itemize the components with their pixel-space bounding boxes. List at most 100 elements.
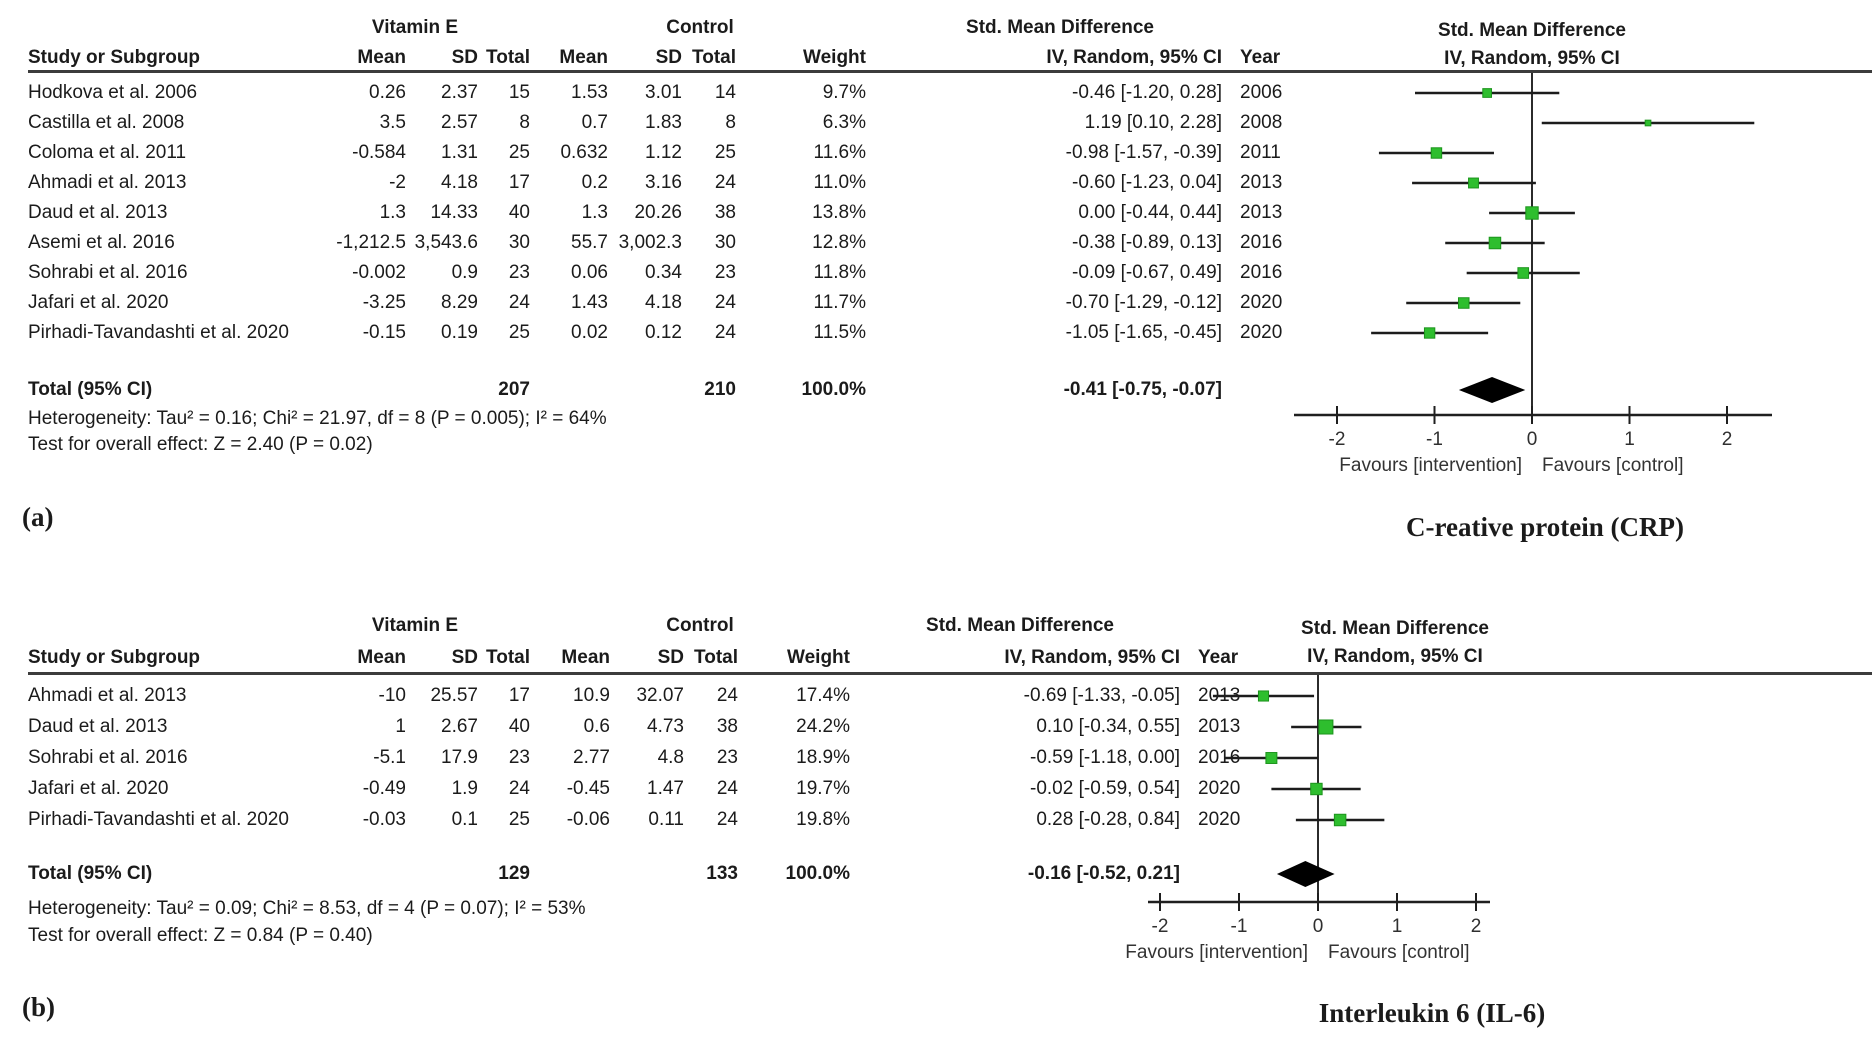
- cell-study: Sohrabi et al. 2016: [28, 262, 188, 283]
- total-label: Total (95% CI): [28, 379, 153, 400]
- cell-ci_text: -0.46 [-1.20, 0.28]: [1072, 82, 1222, 103]
- cell-study: Hodkova et al. 2006: [28, 82, 198, 103]
- cell-mean1: -2: [389, 172, 406, 193]
- cell-mean2: 55.7: [571, 232, 608, 253]
- column-header: Mean: [561, 647, 610, 668]
- cell-sd1: 14.33: [430, 202, 478, 223]
- tick-label: 0: [1527, 429, 1538, 450]
- effect-marker: [1257, 690, 1270, 702]
- study-row: Coloma et al. 2011 -0.584 1.31 25 0.632 1.12 2…: [28, 140, 1298, 166]
- total-spacer: [328, 377, 406, 403]
- cell-n2: 24: [716, 778, 738, 799]
- heterogeneity-text: Heterogeneity: Tau² = 0.16; Chi² = 21.97…: [28, 408, 607, 429]
- cell-mean1: 3.5: [379, 112, 406, 133]
- cell-weight: 17.4%: [796, 685, 850, 706]
- cell-study: Ahmadi et al. 2013: [28, 685, 187, 706]
- column-header: Year: [1198, 647, 1239, 668]
- cell-sd1: 0.19: [441, 322, 478, 343]
- cell-mean1: 1.3: [379, 202, 406, 223]
- cell-mean2: -0.45: [566, 778, 610, 799]
- effect-marker: [1310, 782, 1323, 796]
- cell-mean2: 0.06: [571, 262, 608, 283]
- cell-weight: 11.7%: [813, 292, 866, 313]
- cell-n1: 25: [508, 809, 530, 830]
- plot-header: Std. Mean Difference IV, Random, 95% CI: [1322, 17, 1742, 73]
- column-header: Total: [694, 647, 738, 668]
- cell-sd1: 8.29: [441, 292, 478, 313]
- cell-year: 2016: [1198, 747, 1241, 768]
- cell-study: Pirhadi-Tavandashti et al. 2020: [28, 809, 289, 830]
- cell-sd1: 25.57: [430, 685, 478, 706]
- cell-year: 2013: [1198, 716, 1241, 737]
- tick-label: -1: [1231, 916, 1248, 937]
- effect-marker: [1488, 236, 1502, 250]
- cell-sd1: 0.9: [451, 262, 478, 283]
- cell-n2: 23: [716, 747, 738, 768]
- cell-mean2: 10.9: [573, 685, 610, 706]
- cell-ci_text: 0.28 [-0.28, 0.84]: [1036, 809, 1180, 830]
- total-ci_text: -0.16 [-0.52, 0.21]: [1027, 863, 1180, 884]
- cell-n2: 38: [716, 716, 738, 737]
- cell-weight: 13.8%: [812, 202, 866, 223]
- panel-label: (b): [22, 992, 55, 1022]
- cell-study: Asemi et al. 2016: [28, 232, 175, 253]
- cell-weight: 24.2%: [796, 716, 850, 737]
- cell-year: 2011: [1240, 142, 1281, 163]
- effect-marker: [1333, 813, 1347, 827]
- cell-n1: 24: [508, 778, 530, 799]
- study-row: Jafari et al. 2020 -3.25 8.29 24 1.43 4.18 24 1…: [28, 290, 1298, 316]
- cell-n1: 30: [508, 232, 530, 253]
- total-ci_text: -0.41 [-0.75, -0.07]: [1063, 379, 1222, 400]
- cell-mean1: -0.584: [352, 142, 406, 163]
- effect-column-header: Std. Mean Difference: [926, 615, 1114, 636]
- cell-n2: 23: [714, 262, 736, 283]
- study-row: Jafari et al. 2020 -0.49 1.9 24 -0.45 1.47 24 1…: [28, 776, 1298, 802]
- header-divider: [28, 70, 1872, 73]
- cell-mean2: 1.3: [581, 202, 608, 223]
- tick-label: 1: [1392, 916, 1403, 937]
- total-spacer: [406, 861, 478, 887]
- cell-sd1: 2.67: [441, 716, 478, 737]
- cell-ci_text: -0.98 [-1.57, -0.39]: [1065, 142, 1222, 163]
- cell-sd2: 4.8: [657, 747, 684, 768]
- cell-year: 2020: [1240, 322, 1283, 343]
- favours-right-label: Favours [control]: [1542, 455, 1684, 476]
- cell-sd2: 20.26: [634, 202, 682, 223]
- total-n1: 129: [498, 863, 530, 884]
- column-header: Total: [486, 647, 530, 668]
- cell-n1: 8: [519, 112, 530, 133]
- pooled-diamond: [1276, 861, 1335, 887]
- cell-sd1: 1.31: [441, 142, 478, 163]
- cell-ci_text: -0.02 [-0.59, 0.54]: [1030, 778, 1180, 799]
- total-spacer: [406, 377, 478, 403]
- total-spacer: [530, 861, 610, 887]
- panel-title: C-reative protein (CRP): [1406, 512, 1684, 542]
- favours-right-label: Favours [control]: [1328, 942, 1470, 963]
- total-spacer: [530, 377, 608, 403]
- cell-mean1: -0.15: [362, 322, 406, 343]
- column-header: Weight: [787, 647, 850, 668]
- header-divider: [28, 672, 1872, 675]
- cell-sd1: 3,543.6: [414, 232, 478, 253]
- cell-ci_text: -0.59 [-1.18, 0.00]: [1030, 747, 1180, 768]
- forest-graph: -2 -1 0 1 2 Favours [intervention] Favours [co…: [1294, 73, 1772, 476]
- cell-sd2: 3,002.3: [618, 232, 682, 253]
- cell-year: 2006: [1240, 82, 1283, 103]
- tick-label: 2: [1471, 916, 1482, 937]
- study-row: Asemi et al. 2016 -1,212.5 3,543.6 30 55.7 3,…: [28, 230, 1298, 256]
- cell-mean1: 1: [395, 716, 406, 737]
- cell-sd2: 3.16: [645, 172, 682, 193]
- overall-effect-text: Test for overall effect: Z = 2.40 (P = 0…: [28, 434, 373, 455]
- cell-year: 2016: [1240, 262, 1283, 283]
- study-row: Ahmadi et al. 2013 -2 4.18 17 0.2 3.16 24 11.0%…: [28, 170, 1298, 196]
- group2-header: Control: [666, 17, 734, 38]
- cell-sd2: 4.73: [647, 716, 684, 737]
- heterogeneity-text: Heterogeneity: Tau² = 0.09; Chi² = 8.53,…: [28, 898, 586, 919]
- effect-marker: [1423, 327, 1436, 339]
- study-row: Hodkova et al. 2006 0.26 2.37 15 1.53 3.01 14 9…: [28, 80, 1298, 106]
- cell-sd1: 2.37: [441, 82, 478, 103]
- cell-mean2: 0.2: [581, 172, 608, 193]
- cell-n1: 17: [508, 685, 530, 706]
- cell-sd2: 4.18: [645, 292, 682, 313]
